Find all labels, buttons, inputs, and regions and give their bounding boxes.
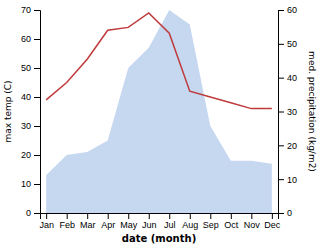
tick-mark <box>87 213 88 219</box>
tick-label: 60 <box>287 5 297 15</box>
tick: Mar <box>80 213 96 230</box>
tick-mark <box>34 155 40 156</box>
line <box>46 13 272 109</box>
tick-mark <box>190 213 191 219</box>
tick-mark <box>128 213 129 219</box>
tick-label: 30 <box>287 107 297 117</box>
tick-label: Aug <box>182 220 198 230</box>
tick: 30 <box>278 107 297 117</box>
tick-label: Nov <box>244 220 261 230</box>
tick-label: 50 <box>287 39 297 49</box>
x-axis-title: date (month) <box>122 233 196 244</box>
tick-label: Jun <box>142 220 157 230</box>
tick-label: Jul <box>164 220 176 230</box>
tick: Nov <box>244 213 261 230</box>
tick-label: 40 <box>21 92 31 102</box>
tick: 20 <box>278 141 297 151</box>
tick-label: 60 <box>21 34 31 44</box>
tick-label: May <box>120 220 138 230</box>
tick: Dec <box>264 213 281 230</box>
tick-mark <box>278 179 284 180</box>
tick: 60 <box>278 5 297 15</box>
tick: 10 <box>278 175 297 185</box>
tick-label: 0 <box>287 208 292 218</box>
tick: 0 <box>26 208 40 218</box>
tick: 20 <box>21 150 40 160</box>
tick: 50 <box>21 63 40 73</box>
tick-label: 10 <box>287 175 297 185</box>
tick-mark <box>278 112 284 113</box>
tick-mark <box>272 213 273 219</box>
tick-mark <box>34 39 40 40</box>
tick: 40 <box>21 92 40 102</box>
tick: Jun <box>142 213 157 230</box>
y2-axis: 0 10 20 30 40 50 60 <box>278 5 297 218</box>
tick-label: 0 <box>26 208 31 218</box>
tick: 70 <box>21 5 40 15</box>
tick-mark <box>34 97 40 98</box>
tick-label: Mar <box>80 220 96 230</box>
chart: Jan Feb Mar Apr May Jun Jul Aug Sep Oct NovDec 0 10 2… <box>0 0 318 247</box>
tick: Aug <box>182 213 198 230</box>
axis-line <box>41 214 279 220</box>
area <box>46 10 272 213</box>
tick-mark <box>34 184 40 185</box>
tick: Jan <box>39 213 54 230</box>
tick-mark <box>46 213 47 219</box>
tick-mark <box>251 213 252 219</box>
marks <box>46 10 272 213</box>
tick-mark <box>231 213 232 219</box>
tick-mark <box>34 68 40 69</box>
tick-label: 30 <box>21 121 31 131</box>
tick-label: 10 <box>21 179 31 189</box>
tick: 30 <box>21 121 40 131</box>
tick-mark <box>169 213 170 219</box>
tick-label: Sep <box>203 220 219 230</box>
tick-mark <box>67 213 68 219</box>
tick-label: 20 <box>21 150 31 160</box>
tick-mark <box>210 213 211 219</box>
tick-label: Jan <box>39 220 54 230</box>
tick-label: 20 <box>287 141 297 151</box>
axis-line <box>279 11 285 214</box>
tick-mark <box>278 10 284 11</box>
tick: 40 <box>278 73 297 83</box>
tick: 60 <box>21 34 40 44</box>
tick-label: 50 <box>21 63 31 73</box>
tick: 10 <box>21 179 40 189</box>
tick-label: Apr <box>101 220 115 230</box>
tick-label: 70 <box>21 5 31 15</box>
tick-label: Dec <box>264 220 281 230</box>
tick: Apr <box>101 213 115 230</box>
tick: Jul <box>164 213 176 230</box>
tick: Oct <box>224 213 239 230</box>
tick-mark <box>149 213 150 219</box>
tick-mark <box>108 213 109 219</box>
y2-axis-title: med. precipitation (kg/m2) <box>307 51 317 172</box>
axis-line <box>34 11 41 214</box>
tick: May <box>120 213 138 230</box>
tick-mark <box>278 44 284 45</box>
tick: 0 <box>278 208 292 218</box>
tick-mark <box>278 78 284 79</box>
tick-label: 40 <box>287 73 297 83</box>
tick-mark <box>278 145 284 146</box>
tick: 50 <box>278 39 297 49</box>
tick-mark <box>34 126 40 127</box>
tick: Sep <box>203 213 219 230</box>
tick-mark <box>278 213 284 214</box>
y-axis: 0 10 20 30 40 50 60 70 <box>21 5 41 218</box>
tick: Feb <box>59 213 75 230</box>
tick-label: Feb <box>59 220 75 230</box>
y-axis-title: max temp (C) <box>3 80 13 142</box>
tick-mark <box>34 10 40 11</box>
tick-mark <box>34 213 40 214</box>
tick-label: Oct <box>224 220 239 230</box>
plot-area: Jan Feb Mar Apr May Jun Jul Aug Sep Oct NovDec 0 10 2… <box>21 5 297 230</box>
x-axis: Jan Feb Mar Apr May Jun Jul Aug Sep Oct NovDec <box>39 213 280 230</box>
